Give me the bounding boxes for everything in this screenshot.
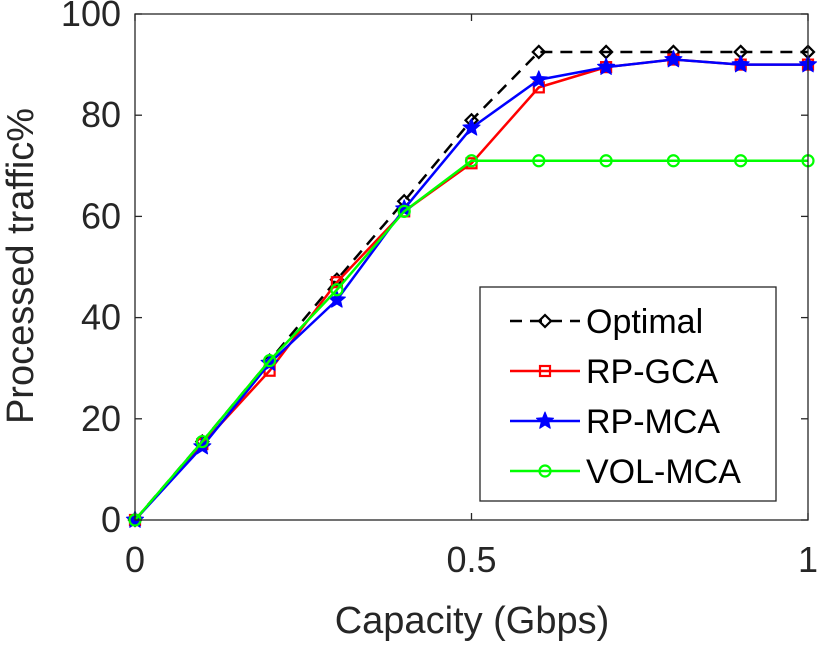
data-point-rp-mca (664, 50, 683, 68)
data-point-vol-mca (599, 154, 613, 168)
y-tick-label: 20 (81, 398, 121, 439)
x-axis-label: Capacity (Gbps) (335, 600, 610, 642)
data-point-vol-mca (330, 283, 344, 297)
data-point-optimal (531, 44, 547, 60)
legend-item-optimal: Optimal (510, 303, 703, 341)
series-rp-mca (125, 50, 818, 528)
legend-marker (538, 464, 552, 478)
data-point-vol-mca (397, 204, 411, 218)
legend-label: RP-MCA (586, 403, 720, 441)
x-tick-label: 0.5 (446, 539, 496, 580)
data-point-vol-mca (464, 154, 479, 168)
legend-item-rp-gca: RP-GCA (510, 353, 719, 391)
legend-label: Optimal (586, 303, 703, 341)
legend-label: VOL-MCA (586, 453, 741, 491)
legend: Optimal RP-GCA RP-MCA VOL-MCA (479, 286, 777, 502)
y-tick-label: 80 (81, 94, 121, 135)
y-axis-label: Processed traffic% (0, 108, 42, 424)
data-point-rp-mca (529, 70, 548, 88)
data-point-vol-mca (666, 154, 681, 168)
legend-marker (537, 313, 553, 329)
data-point-rp-mca (193, 437, 212, 455)
y-tick-label: 60 (81, 195, 121, 236)
data-point-vol-mca (195, 434, 209, 449)
legend-item-rp-mca: RP-MCA (510, 403, 720, 441)
x-tick-label: 0 (125, 539, 145, 580)
legend-marker (535, 411, 555, 429)
y-tick-label: 40 (81, 297, 121, 338)
data-point-vol-mca (734, 154, 748, 168)
x-tick-label: 1 (798, 539, 818, 580)
data-point-rp-mca (462, 118, 481, 136)
series-layer (125, 44, 818, 528)
data-point-rp-mca (597, 57, 616, 75)
y-tick-label: 100 (61, 0, 121, 34)
legend-label: RP-GCA (586, 353, 719, 391)
series-line-vol-mca (134, 159, 808, 521)
legend-marker (538, 364, 552, 378)
data-point-vol-mca (532, 154, 546, 168)
axis-layer: 0 0.5 1 0 20 40 60 80 100 (61, 0, 818, 580)
data-point-rp-mca (731, 55, 750, 73)
series-vol-mca (128, 154, 815, 527)
legend-box (479, 286, 777, 502)
legend-item-vol-mca: VOL-MCA (510, 453, 741, 491)
y-tick-label: 0 (101, 499, 121, 540)
data-point-vol-mca (263, 354, 277, 368)
